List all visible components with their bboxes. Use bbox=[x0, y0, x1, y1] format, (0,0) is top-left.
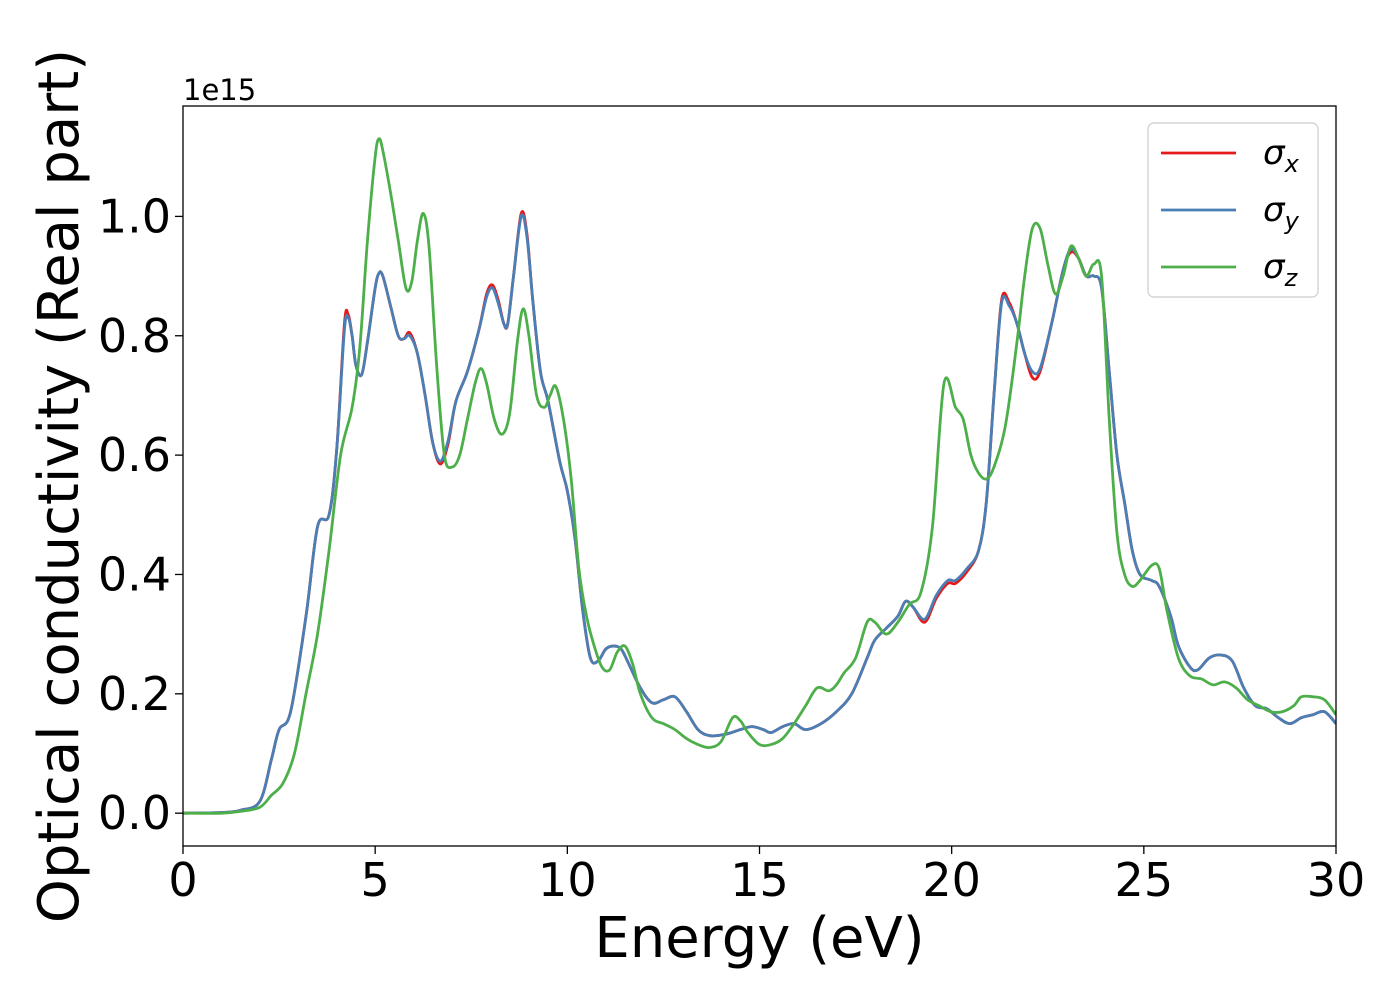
x-tick-label: 5 bbox=[361, 853, 390, 907]
y-tick-label: 1.0 bbox=[98, 189, 171, 243]
y-tick-label: 0.2 bbox=[98, 667, 171, 721]
x-axis-label: Energy (eV) bbox=[594, 906, 924, 971]
y-axis-label: Optical conductivity (Real part) bbox=[27, 49, 92, 923]
x-tick-label: 20 bbox=[922, 853, 981, 907]
series-line-z bbox=[183, 137, 1336, 815]
x-axis-ticks: 0 5 10 15 20 25 30 bbox=[168, 846, 1365, 907]
x-tick-label: 10 bbox=[538, 853, 597, 907]
y-axis-ticks: 0.0 0.2 0.4 0.6 0.8 1.0 bbox=[98, 189, 183, 840]
y-tick-label: 0.0 bbox=[98, 786, 171, 840]
y-tick-label: 0.6 bbox=[98, 428, 171, 482]
x-tick-label: 30 bbox=[1307, 853, 1366, 907]
x-tick-label: 25 bbox=[1115, 853, 1174, 907]
x-tick-label: 0 bbox=[168, 853, 197, 907]
y-axis-offset-label: 1e15 bbox=[183, 73, 256, 107]
y-tick-label: 0.4 bbox=[98, 547, 171, 601]
x-tick-label: 15 bbox=[730, 853, 789, 907]
y-tick-label: 0.8 bbox=[98, 309, 171, 363]
series-layer bbox=[183, 137, 1336, 815]
